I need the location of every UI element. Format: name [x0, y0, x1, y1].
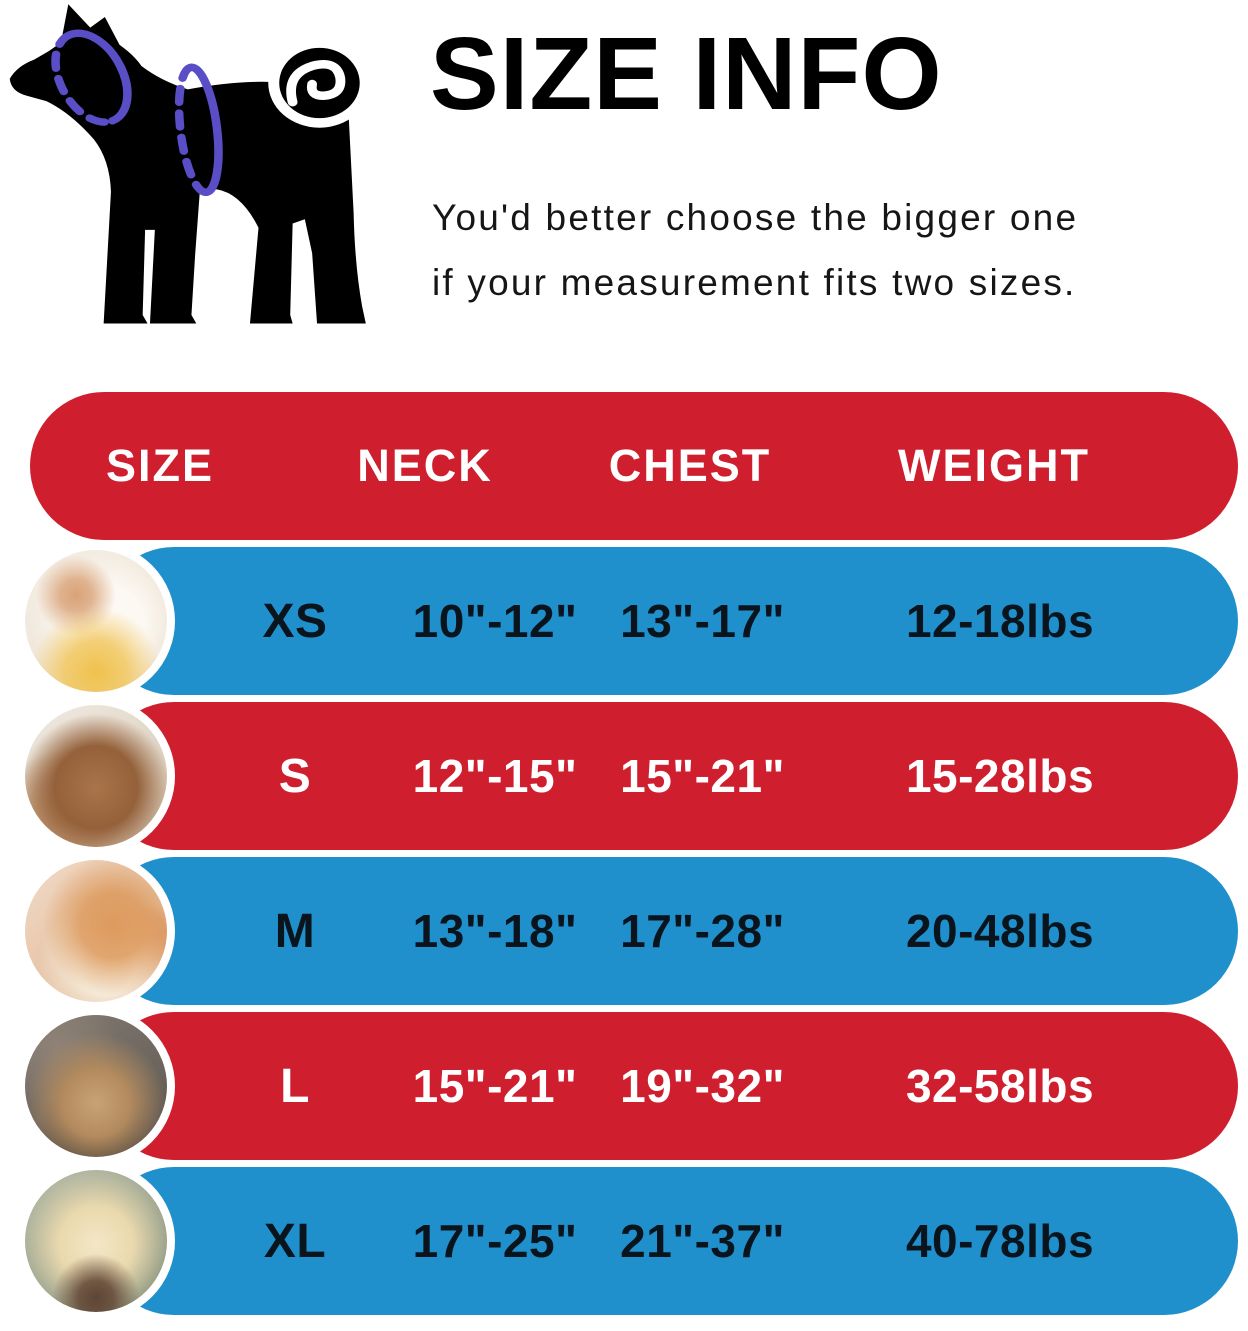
size-value: S: [278, 749, 312, 803]
neck-value: 17"-25": [412, 1215, 578, 1267]
neck-value: 10"-12": [412, 595, 578, 647]
curled-tail-icon: [279, 47, 360, 119]
chest-value: 13"-17": [620, 595, 785, 647]
neck-value: 13"-18": [412, 905, 578, 957]
column-header-size: SIZE: [105, 440, 215, 491]
column-header-chest: CHEST: [608, 440, 772, 491]
row-pill: L 15"-21" 19"-32" 32-58lbs: [100, 1012, 1238, 1160]
table-row-xl: XL 17"-25" 21"-37" 40-78lbs: [0, 1162, 1248, 1320]
size-value: M: [274, 904, 316, 958]
neck-measure-ring-icon: [51, 29, 132, 126]
size-advice-line1: You'd better choose the bigger one: [432, 197, 1079, 238]
chest-value: 19"-32": [620, 1060, 785, 1112]
size-value: L: [280, 1059, 310, 1113]
chest-value: 21"-37": [620, 1215, 785, 1267]
weight-value: 15-28lbs: [905, 750, 1095, 802]
neck-value: 12"-15": [412, 750, 578, 802]
size-advice-text: You'd better choose the bigger one if yo…: [432, 186, 1078, 316]
column-header-weight: WEIGHT: [898, 440, 1090, 491]
chest-value: 15"-21": [620, 750, 785, 802]
row-pill: XL 17"-25" 21"-37" 40-78lbs: [100, 1167, 1238, 1315]
size-table: SIZE NECK CHEST WEIGHT XS 10"-12" 13"-17…: [0, 392, 1248, 1322]
tail-spiral-line: [286, 60, 346, 107]
column-header-neck: NECK: [357, 440, 493, 491]
toy-poodle-photo: [17, 697, 175, 855]
weight-value: 12-18lbs: [905, 595, 1095, 647]
pomeranian-puppy-photo: [17, 542, 175, 700]
chest-value: 17"-28": [620, 905, 785, 957]
chest-measure-ring-icon: [174, 63, 223, 196]
french-bulldog-photo: [17, 1007, 175, 1165]
size-advice-line2: if your measurement fits two sizes.: [432, 261, 1077, 303]
weight-value: 40-78lbs: [905, 1215, 1095, 1267]
size-value: XS: [262, 594, 328, 648]
table-row-l: L 15"-21" 19"-32" 32-58lbs: [0, 1007, 1248, 1165]
weight-value: 32-58lbs: [905, 1060, 1095, 1112]
size-value: XL: [263, 1214, 327, 1268]
neck-value: 15"-21": [412, 1060, 578, 1112]
table-row-m: M 13"-18" 17"-28" 20-48lbs: [0, 852, 1248, 1010]
row-pill: S 12"-15" 15"-21" 15-28lbs: [100, 702, 1238, 850]
dog-measurement-diagram-icon: [9, 4, 371, 324]
labrador-retriever-photo: [17, 1162, 175, 1320]
table-row-xs: XS 10"-12" 13"-17" 12-18lbs: [0, 542, 1248, 700]
shiba-inu-photo: [17, 852, 175, 1010]
table-header-pill: SIZE NECK CHEST WEIGHT: [30, 392, 1238, 540]
row-pill: M 13"-18" 17"-28" 20-48lbs: [100, 857, 1238, 1005]
table-header-row: SIZE NECK CHEST WEIGHT: [0, 392, 1248, 540]
row-pill: XS 10"-12" 13"-17" 12-18lbs: [100, 547, 1238, 695]
table-row-s: S 12"-15" 15"-21" 15-28lbs: [0, 697, 1248, 855]
page-title: SIZE INFO: [430, 16, 943, 131]
weight-value: 20-48lbs: [905, 905, 1095, 957]
